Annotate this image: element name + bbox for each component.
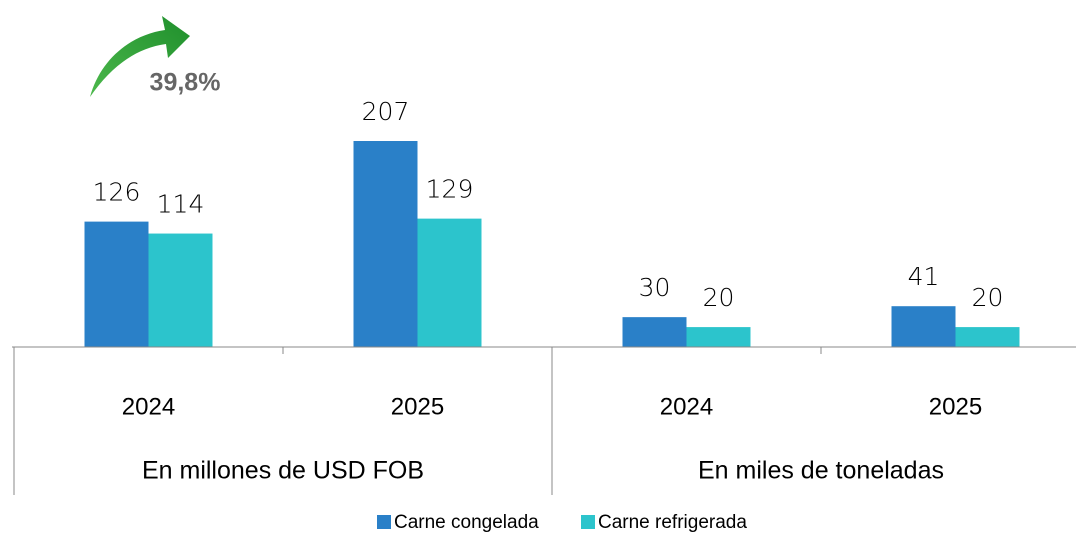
value-label: 114 — [157, 190, 205, 219]
group-label: En miles de toneladas — [698, 457, 944, 485]
bar — [891, 306, 956, 347]
legend-swatch — [581, 515, 595, 529]
value-label: 129 — [426, 175, 474, 204]
legend-label: Carne refrigerada — [598, 512, 747, 533]
bar — [353, 141, 418, 347]
x-tick-label: 2024 — [660, 393, 713, 420]
value-label: 126 — [93, 178, 141, 207]
annotation: 39,8% — [150, 69, 221, 97]
bar — [417, 218, 482, 347]
bar — [148, 233, 213, 347]
value-label: 20 — [703, 283, 735, 312]
value-label: 41 — [908, 262, 940, 291]
x-tick-label: 2024 — [122, 393, 175, 420]
legend-label: Carne congelada — [394, 512, 539, 533]
value-label: 30 — [639, 273, 671, 302]
value-label: 207 — [362, 97, 410, 126]
bar — [622, 317, 687, 347]
x-tick-label: 2025 — [391, 393, 444, 420]
bar — [84, 221, 149, 347]
growth-arrow — [90, 16, 190, 97]
bar — [686, 327, 751, 347]
value-label: 20 — [972, 283, 1004, 312]
legend-swatch — [377, 515, 391, 529]
group-label: En millones de USD FOB — [142, 457, 424, 485]
x-tick-label: 2025 — [929, 393, 982, 420]
bar — [955, 327, 1020, 347]
